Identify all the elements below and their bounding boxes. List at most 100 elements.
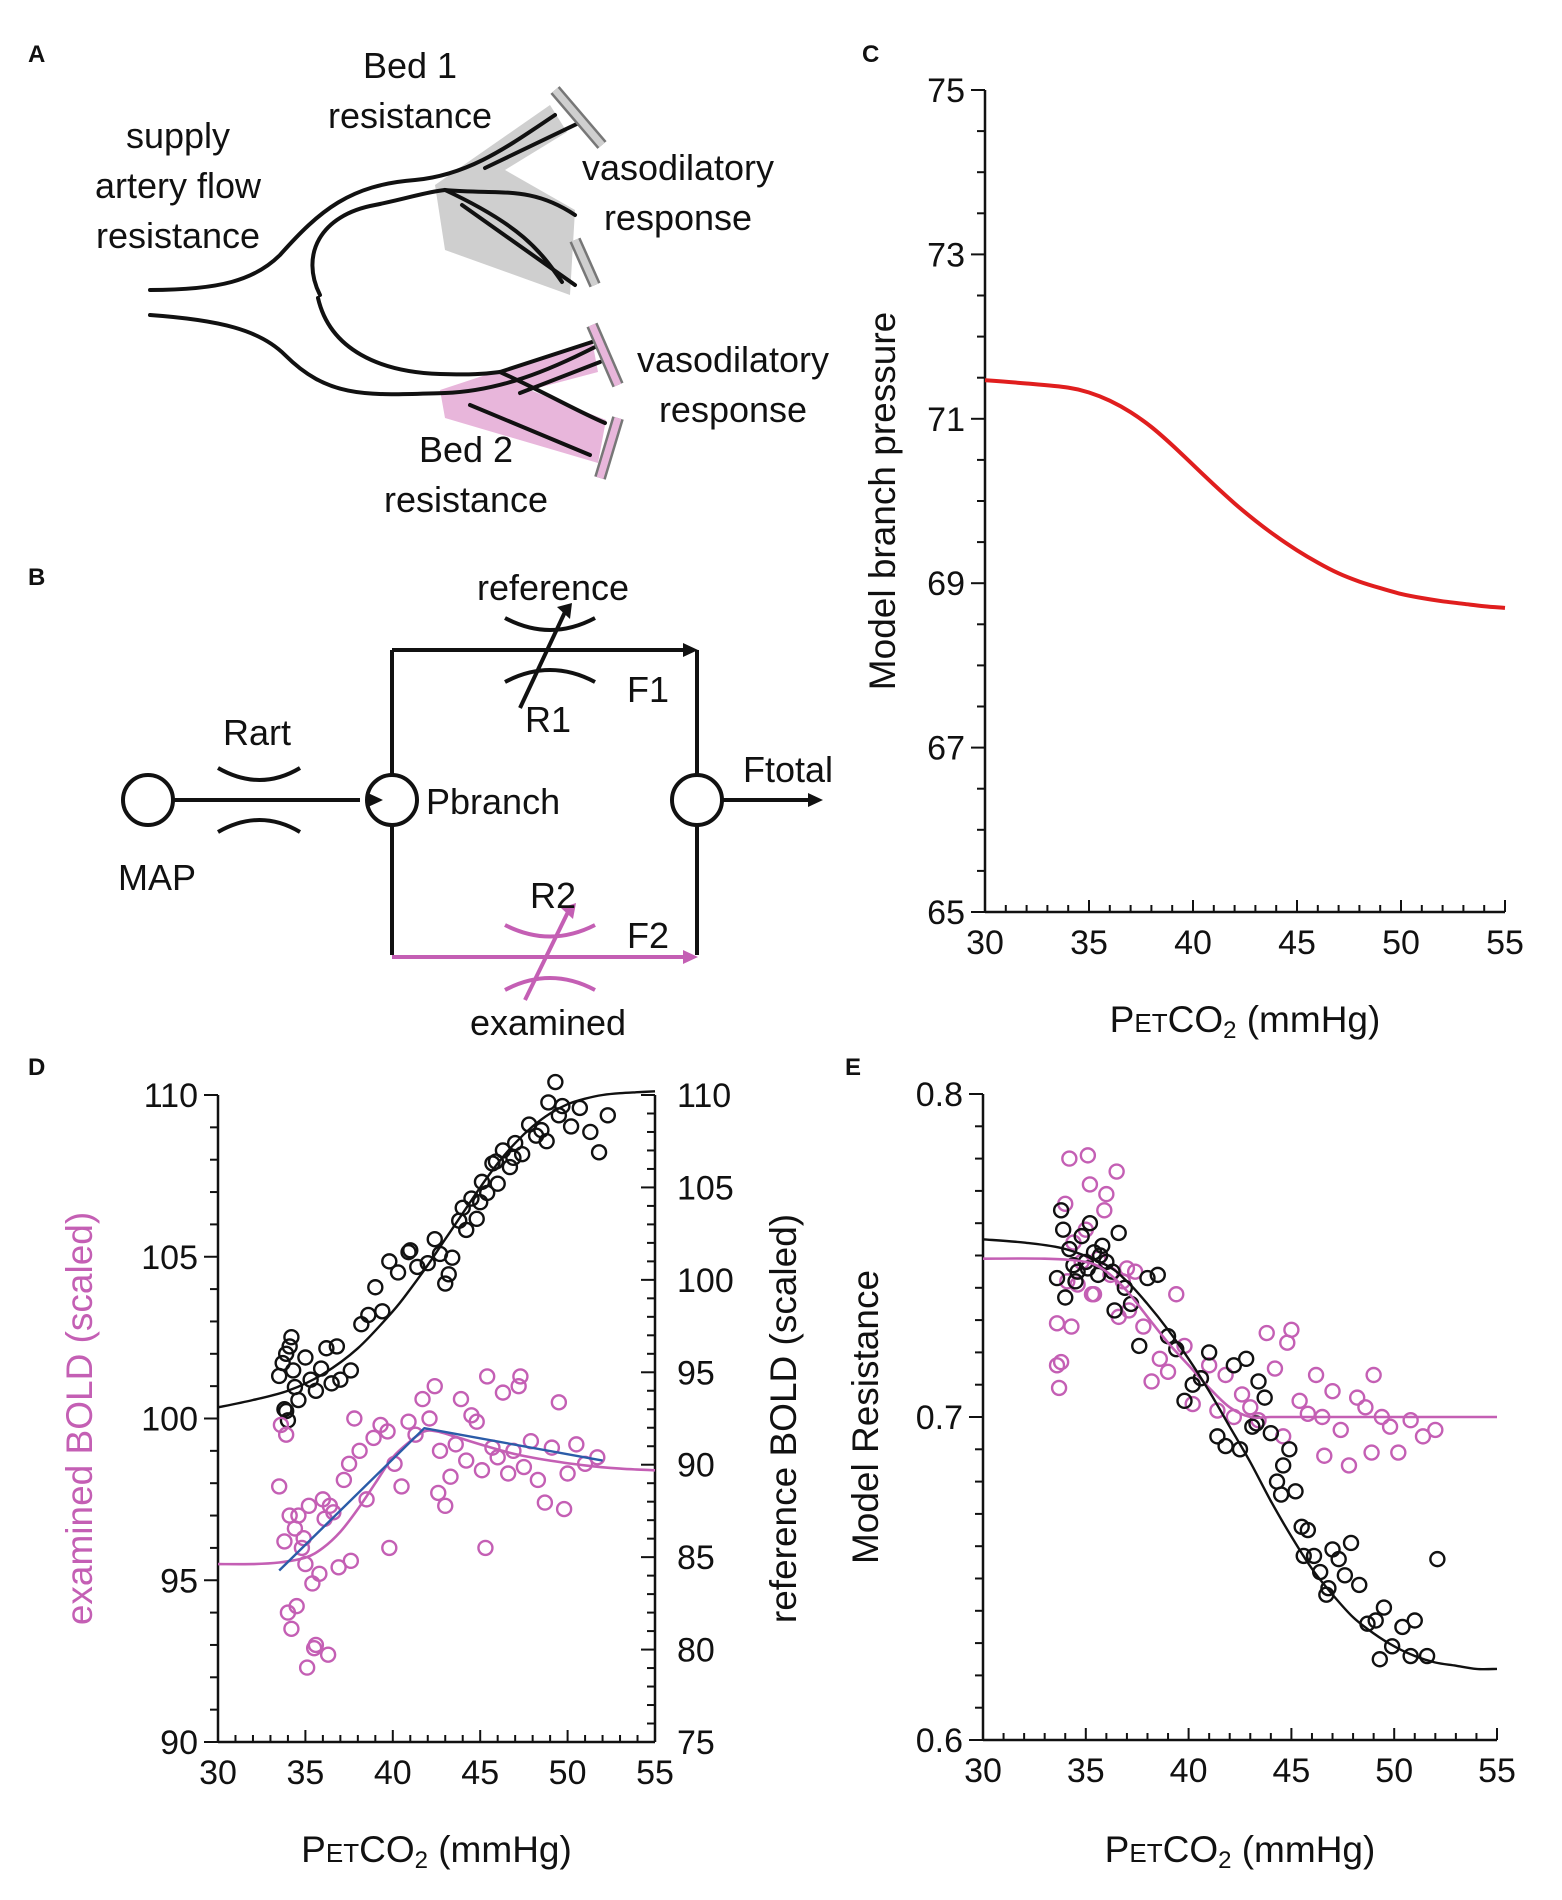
examined-resistance-point bbox=[1143, 1373, 1160, 1390]
examined-resistance-point bbox=[1184, 1395, 1201, 1413]
panel-c-y-tick-label: 67 bbox=[927, 730, 965, 768]
examined-resistance-point bbox=[1048, 1315, 1066, 1332]
examined-bold-point bbox=[499, 1465, 517, 1482]
examined-resistance-point bbox=[1381, 1418, 1399, 1435]
pbranch-label: Pbranch bbox=[426, 781, 560, 822]
examined-bold-point bbox=[430, 1484, 447, 1502]
examined-branch bbox=[392, 903, 698, 1001]
examined-resistance-point bbox=[1079, 1147, 1097, 1164]
reference-bold-point bbox=[277, 1402, 295, 1420]
reference-resistance-point bbox=[1418, 1647, 1436, 1665]
examined-resistance-point bbox=[1048, 1357, 1066, 1374]
reference-bold-point bbox=[547, 1073, 564, 1091]
reference-resistance-point bbox=[1069, 1263, 1086, 1280]
examined-bold-point bbox=[431, 1442, 449, 1460]
panel-d-right-y-axis-title: reference BOLD (scaled) bbox=[763, 1214, 804, 1623]
examined-resistance-point bbox=[1266, 1360, 1284, 1377]
examined-bold-point bbox=[494, 1384, 512, 1401]
examined-bold-point bbox=[414, 1390, 431, 1408]
examined-bold-point bbox=[298, 1659, 316, 1676]
bed2-label-line2: resistance bbox=[384, 479, 548, 520]
reference-resistance-point bbox=[1342, 1534, 1360, 1552]
reference-resistance-point bbox=[1139, 1269, 1156, 1287]
reference-bold-point bbox=[582, 1123, 599, 1141]
panel-e-y-tick-label: 0.8 bbox=[916, 1076, 963, 1114]
examined-resistance-point bbox=[1135, 1318, 1152, 1335]
examined-label: examined bbox=[470, 1002, 626, 1043]
panel-d-left-y-tick-label: 90 bbox=[160, 1724, 198, 1762]
examined-bold-point bbox=[536, 1494, 554, 1511]
examined-resistance-point bbox=[1348, 1389, 1366, 1406]
bed1-arrows bbox=[550, 86, 607, 288]
examined-bold-point bbox=[458, 1452, 475, 1469]
reference-bold-point bbox=[487, 1153, 505, 1170]
panel-e-x-tick-label: 50 bbox=[1375, 1752, 1413, 1790]
reference-bold-point bbox=[501, 1158, 519, 1176]
reference-resistance-point bbox=[1336, 1567, 1354, 1584]
reference-resistance-point bbox=[1394, 1618, 1411, 1636]
bed2-arrows bbox=[586, 322, 624, 480]
vaso2-label-line1: vasodilatory bbox=[637, 339, 829, 380]
examined-bold-point bbox=[477, 1539, 494, 1557]
reference-resistance-point bbox=[1081, 1214, 1099, 1232]
panel-c-x-tick-label: 45 bbox=[1278, 924, 1316, 962]
reference-resistance-point bbox=[1106, 1302, 1123, 1319]
panel-e-x-tick-label: 40 bbox=[1170, 1752, 1208, 1790]
reference-bold-point bbox=[505, 1149, 522, 1167]
panel-b-letter: B bbox=[28, 564, 45, 591]
reference-bold-point bbox=[538, 1133, 555, 1150]
examined-bold-point bbox=[277, 1426, 295, 1443]
r1-label: R1 bbox=[525, 699, 571, 740]
examined-bold-point bbox=[421, 1410, 438, 1427]
examined-resistance-point bbox=[1063, 1318, 1080, 1335]
panel-d-right-y-tick-label: 110 bbox=[677, 1077, 731, 1115]
bed1-label-line2: resistance bbox=[328, 95, 492, 136]
reference-resistance-point bbox=[1320, 1579, 1337, 1597]
reference-bold-point bbox=[297, 1349, 314, 1366]
panel-c-y-tick-label: 75 bbox=[927, 72, 965, 110]
panel-c-x-tick-label: 35 bbox=[1070, 924, 1108, 962]
reference-resistance-point bbox=[1073, 1227, 1090, 1245]
reference-bold-point bbox=[283, 1328, 300, 1346]
reference-resistance-point bbox=[1225, 1357, 1243, 1374]
examined-bold-point bbox=[365, 1429, 382, 1447]
panel-d-right-y-tick-label: 95 bbox=[677, 1354, 715, 1392]
reference-bold-point bbox=[360, 1306, 377, 1324]
examined-bold-point bbox=[529, 1471, 547, 1489]
panel-e-x-tick-label: 45 bbox=[1272, 1752, 1310, 1790]
reference-bold-point bbox=[599, 1107, 617, 1124]
reference-bold-point bbox=[290, 1391, 307, 1409]
supply-label-line3: resistance bbox=[96, 215, 260, 256]
reference-bold-point bbox=[444, 1249, 461, 1266]
panel-e-x-axis-title: PETCO2 (mmHg) bbox=[1105, 1829, 1376, 1874]
panel-e-x-tick-label: 35 bbox=[1067, 1752, 1105, 1790]
panel-c-branch-pressure-chart: C 65 67 69 71 73 75 30 35 40 45 50 55 Model branch pr… bbox=[862, 41, 1524, 1044]
examined-bold-point bbox=[510, 1377, 527, 1395]
panel-d-x-tick-label: 50 bbox=[549, 1754, 587, 1792]
examined-bold-linear-segments bbox=[278, 1426, 603, 1572]
examined-bold-point bbox=[559, 1465, 576, 1482]
examined-resistance-point bbox=[1059, 1273, 1076, 1290]
examined-resistance-point bbox=[1258, 1324, 1275, 1342]
reference-bold-point bbox=[367, 1279, 384, 1296]
examined-bold-point bbox=[283, 1620, 300, 1637]
reference-bold-point bbox=[318, 1340, 335, 1357]
reference-resistance-point bbox=[1281, 1441, 1298, 1458]
examined-resistance-point bbox=[1332, 1421, 1349, 1439]
panel-d-right-y-tick-label: 75 bbox=[677, 1724, 715, 1762]
examined-resistance-point bbox=[1118, 1260, 1136, 1277]
panel-c-x-tick-label: 30 bbox=[966, 924, 1004, 962]
examined-resistance-point bbox=[1279, 1334, 1296, 1351]
panel-d-left-y-tick-label: 100 bbox=[141, 1401, 198, 1439]
examined-bold-point bbox=[319, 1646, 337, 1663]
panel-d-x-tick-label: 40 bbox=[374, 1754, 412, 1792]
examined-bold-point bbox=[293, 1539, 311, 1557]
examined-bold-point bbox=[393, 1478, 410, 1495]
panel-d-x-tick-label: 45 bbox=[461, 1754, 499, 1792]
reference-bold-point bbox=[463, 1190, 480, 1207]
examined-resistance-point bbox=[1242, 1399, 1259, 1416]
examined-bold-point bbox=[290, 1507, 307, 1524]
examined-bold-point bbox=[452, 1390, 470, 1408]
examined-bold-fit-line bbox=[217, 1429, 656, 1566]
examined-bold-point bbox=[478, 1368, 496, 1385]
